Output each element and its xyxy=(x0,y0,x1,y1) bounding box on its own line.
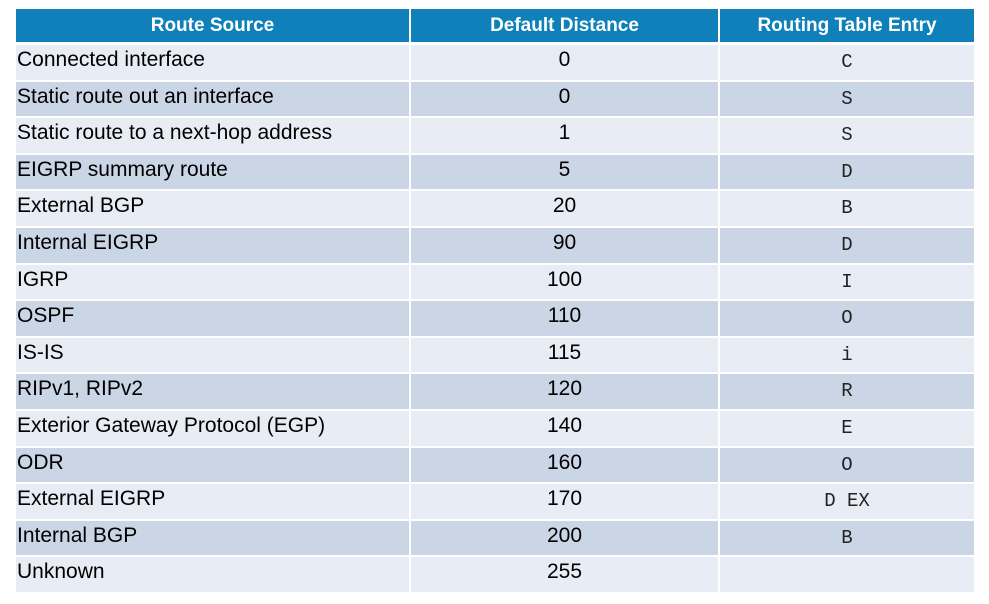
routing-table-entry-cell: C xyxy=(719,43,974,82)
routing-table-entry-cell: B xyxy=(719,190,974,228)
route-source-cell: EIGRP summary route xyxy=(16,153,411,192)
default-distance-cell: 200 xyxy=(410,519,720,558)
table-row: RIPv1, RIPv2 120 R xyxy=(16,373,974,411)
routing-table-entry-cell: S xyxy=(719,80,974,119)
routing-table-entry-cell: O xyxy=(719,300,974,338)
route-source-cell: Static route to a next-hop address xyxy=(16,117,411,155)
route-source-cell: OSPF xyxy=(16,300,411,338)
default-distance-cell: 115 xyxy=(410,336,720,375)
routing-table-entry-cell: E xyxy=(719,409,974,448)
routing-table-entry-cell: S xyxy=(719,117,974,155)
header-route-source: Route Source xyxy=(16,9,411,45)
default-distance-cell: 140 xyxy=(410,409,720,448)
route-source-cell: Internal EIGRP xyxy=(16,226,411,265)
route-source-cell: IS-IS xyxy=(16,336,411,375)
routing-table-entry-cell: I xyxy=(719,263,974,302)
default-distance-cell: 90 xyxy=(410,226,720,265)
route-source-cell: Connected interface xyxy=(16,43,411,82)
table-row: Internal EIGRP 90 D xyxy=(16,226,974,265)
route-source-cell: Internal BGP xyxy=(16,519,411,558)
table-row: EIGRP summary route 5 D xyxy=(16,153,974,192)
default-distance-cell: 0 xyxy=(410,43,720,82)
default-distance-cell: 100 xyxy=(410,263,720,302)
route-source-cell: Unknown xyxy=(16,556,411,594)
table-row: Exterior Gateway Protocol (EGP) 140 E xyxy=(16,409,974,448)
table-row: ODR 160 O xyxy=(16,446,974,485)
route-source-cell: Static route out an interface xyxy=(16,80,411,119)
default-distance-cell: 160 xyxy=(410,446,720,485)
table-row: External EIGRP 170 D EX xyxy=(16,483,974,521)
default-distance-cell: 170 xyxy=(410,483,720,521)
route-source-cell: External EIGRP xyxy=(16,483,411,521)
table-row: Unknown 255 xyxy=(16,556,974,594)
default-distance-cell: 0 xyxy=(410,80,720,119)
header-default-distance: Default Distance xyxy=(410,9,720,45)
table-row: IS-IS 115 i xyxy=(16,336,974,375)
route-source-cell: Exterior Gateway Protocol (EGP) xyxy=(16,409,411,448)
table-row: OSPF 110 O xyxy=(16,300,974,338)
table-row: IGRP 100 I xyxy=(16,263,974,302)
table-body: Connected interface 0 C Static route out an… xyxy=(16,43,974,594)
routing-table-entry-cell: D xyxy=(719,153,974,192)
route-source-cell: ODR xyxy=(16,446,411,485)
table-row: Static route to a next-hop address 1 S xyxy=(16,117,974,155)
default-distance-cell: 255 xyxy=(410,556,720,594)
routing-table-entry-cell: R xyxy=(719,373,974,411)
default-distance-cell: 1 xyxy=(410,117,720,155)
table-row: Static route out an interface 0 S xyxy=(16,80,974,119)
administrative-distance-table: Route Source Default Distance Routing Ta… xyxy=(16,9,974,594)
routing-table-entry-cell: D xyxy=(719,226,974,265)
route-source-cell: IGRP xyxy=(16,263,411,302)
default-distance-cell: 120 xyxy=(410,373,720,411)
table-row: Connected interface 0 C xyxy=(16,43,974,82)
routing-table-entry-cell: i xyxy=(719,336,974,375)
default-distance-cell: 20 xyxy=(410,190,720,228)
routing-table-entry-cell: B xyxy=(719,519,974,558)
routing-table-entry-cell: O xyxy=(719,446,974,485)
table-header-row: Route Source Default Distance Routing Ta… xyxy=(16,9,974,45)
header-routing-table-entry: Routing Table Entry xyxy=(719,9,974,45)
route-source-cell: RIPv1, RIPv2 xyxy=(16,373,411,411)
table-row: Internal BGP 200 B xyxy=(16,519,974,558)
route-source-cell: External BGP xyxy=(16,190,411,228)
table-row: External BGP 20 B xyxy=(16,190,974,228)
default-distance-cell: 110 xyxy=(410,300,720,338)
routing-table-entry-cell: D EX xyxy=(719,483,974,521)
default-distance-cell: 5 xyxy=(410,153,720,192)
routing-table-entry-cell xyxy=(719,556,974,594)
